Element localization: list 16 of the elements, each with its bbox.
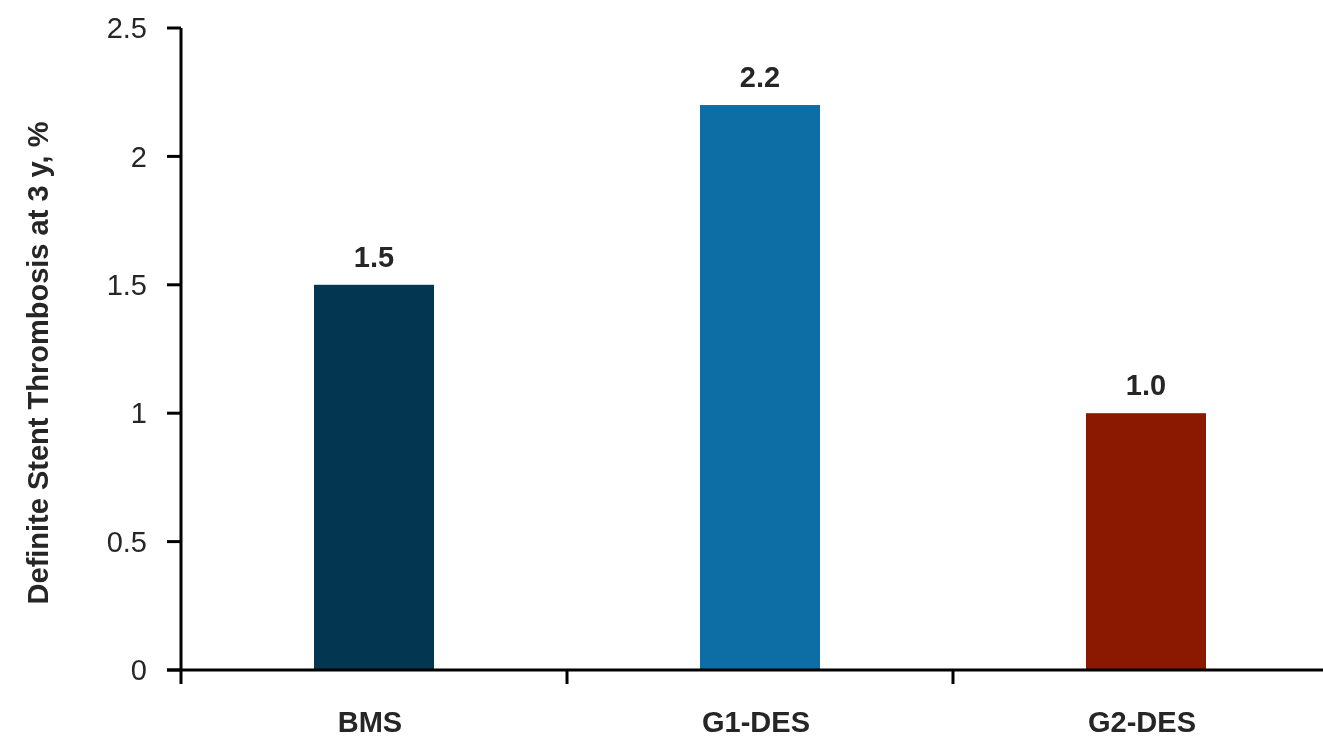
y-tick-label: 2 xyxy=(130,140,147,173)
bar xyxy=(1086,413,1206,670)
x-tick-label: G2-DES xyxy=(1088,706,1196,738)
y-tick-label: 1 xyxy=(130,397,147,430)
x-tick-label: G1-DES xyxy=(702,706,810,738)
bar xyxy=(314,284,434,670)
y-tick-label: 2.5 xyxy=(106,12,147,45)
y-tick-label: 0 xyxy=(130,654,147,687)
y-tick-label: 0.5 xyxy=(106,525,147,558)
data-label: 2.2 xyxy=(739,61,781,94)
bar xyxy=(700,105,820,670)
data-label: 1.0 xyxy=(1125,369,1167,402)
y-axis-title: Definite Stent Thrombosis at 3 y, % xyxy=(22,121,54,605)
data-label: 1.5 xyxy=(353,240,395,273)
y-tick-label: 1.5 xyxy=(106,268,147,301)
x-tick-label: BMS xyxy=(337,706,403,738)
